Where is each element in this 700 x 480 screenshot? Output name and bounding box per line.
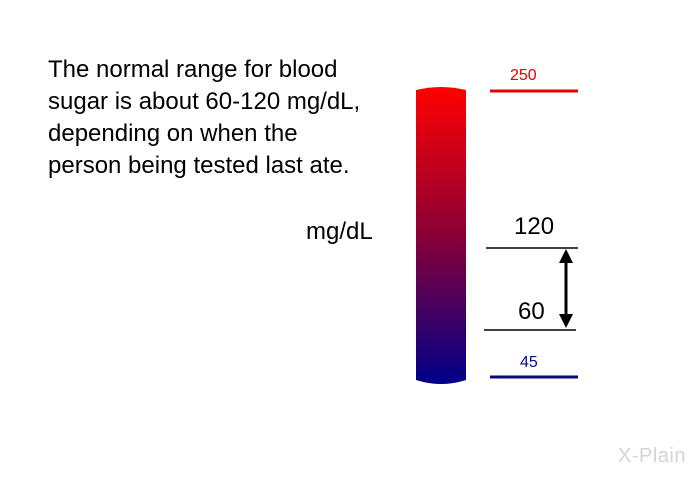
xplain-logo: X-Plain	[618, 445, 686, 467]
range-arrow	[559, 249, 573, 328]
gauge-bar	[416, 87, 466, 384]
marker-label-120: 120	[514, 213, 555, 240]
marker-label-60: 60	[518, 298, 545, 325]
unit-label: mg/dL	[306, 218, 373, 245]
marker-label-45: 45	[520, 354, 538, 371]
caption-text: The normal range for blood sugar is abou…	[48, 56, 361, 179]
marker-label-250: 250	[510, 67, 537, 84]
